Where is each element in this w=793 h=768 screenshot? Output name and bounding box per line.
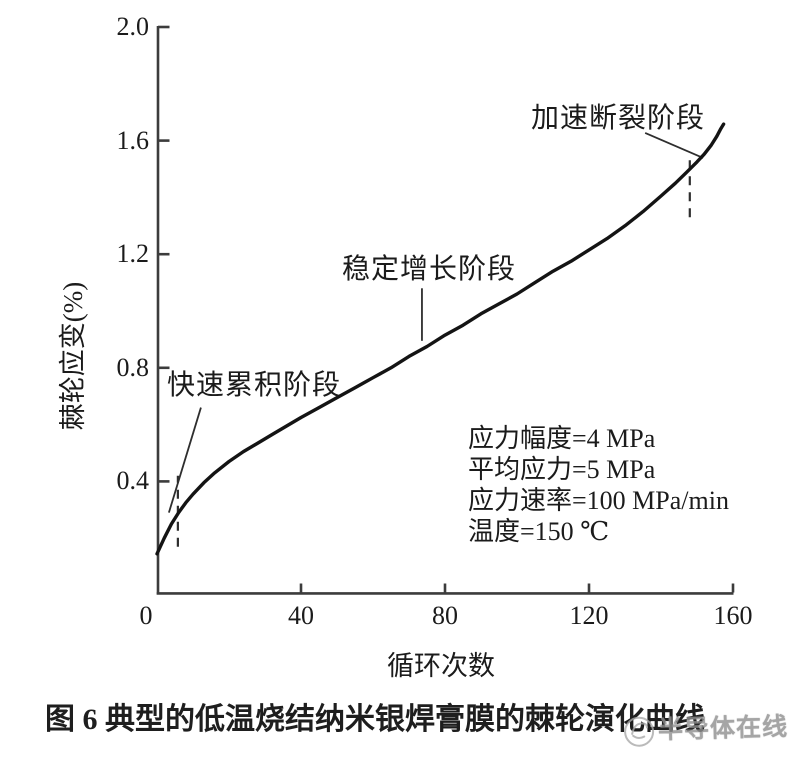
watermark-logo-icon <box>624 716 655 747</box>
watermark: 半导体在线 <box>619 702 788 752</box>
y-tick-label: 0.4 <box>116 466 150 496</box>
y-tick-label: 0.8 <box>116 352 150 382</box>
x-tick-label: 80 <box>432 601 458 630</box>
ratcheting-strain-curve <box>155 122 726 556</box>
y-tick-label: 1.2 <box>116 239 150 269</box>
param-stress-amplitude: 应力幅度=4 MPa <box>468 424 656 453</box>
y-tick-label: 1.6 <box>116 125 150 155</box>
annotation-leader-line <box>644 132 704 159</box>
annotation-leader-line <box>168 407 202 513</box>
annotation-accelerated-fracture-stage: 加速断裂阶段 <box>531 103 706 134</box>
param-mean-stress: 平均应力=5 MPa <box>468 455 656 484</box>
x-tick-label: 40 <box>288 601 314 630</box>
figure-caption: 图 6 典型的低温烧结纳米银焊膏膜的棘轮演化曲线 <box>45 703 705 736</box>
y-tick-label: 2.0 <box>116 12 150 41</box>
annotation-stable-growth-stage: 稳定增长阶段 <box>342 254 517 285</box>
watermark-label: 半导体在线 <box>657 713 789 745</box>
annotation-rapid-accumulation-stage: 快速累积阶段 <box>167 370 342 401</box>
param-temperature: 温度=150 ℃ <box>468 517 610 546</box>
x-tick-label: 120 <box>569 601 609 630</box>
param-stress-rate: 应力速率=100 MPa/min <box>468 486 729 515</box>
x-axis-title: 循环次数 <box>387 651 495 681</box>
x-tick-label: 160 <box>713 601 753 630</box>
test-parameters-block: 应力幅度=4 MPa 平均应力=5 MPa 应力速率=100 MPa/min 温… <box>468 423 729 547</box>
x-tick-label: 0 <box>139 601 153 630</box>
